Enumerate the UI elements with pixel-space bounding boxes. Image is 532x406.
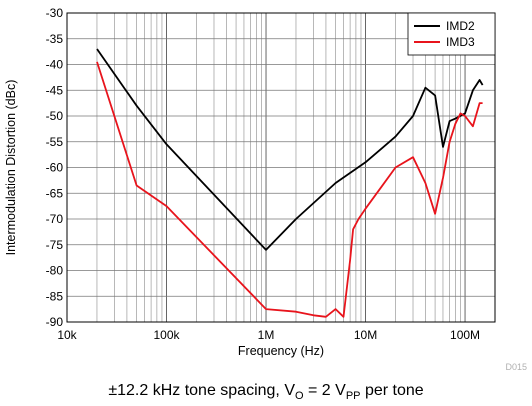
x-tick-label: 1M xyxy=(258,328,275,342)
series-layer xyxy=(96,48,484,318)
y-tick-label: -35 xyxy=(46,32,64,46)
series-line-imd3 xyxy=(96,61,483,318)
caption-prefix: ±12.2 kHz tone spacing, V xyxy=(108,382,295,399)
y-tick-label: -40 xyxy=(46,58,64,72)
y-tick-labels: -30 -35 -40 -45 -50 -55 -60 -65 -70 -75 -80 -85 -90 xyxy=(46,6,64,329)
figure-caption: ±12.2 kHz tone spacing, VO = 2 VPP per t… xyxy=(0,382,532,402)
y-tick-label: -30 xyxy=(46,6,64,20)
y-tick-label: -80 xyxy=(46,264,64,278)
x-tick-label: 10k xyxy=(57,328,77,342)
imd-chart: 10k 100k 1M 10M 100M -30 -35 -40 -45 -50 -55 -60 -6… xyxy=(4,6,527,372)
legend: IMD2 IMD3 xyxy=(407,12,496,56)
y-tick-label: -75 xyxy=(46,238,64,252)
y-tick-label: -45 xyxy=(46,83,64,97)
plot-frame xyxy=(66,12,496,323)
y-tick-label: -85 xyxy=(46,289,64,303)
y-tick-label: -90 xyxy=(46,315,64,329)
figure-id-label: D015 xyxy=(505,362,527,372)
x-tick-labels: 10k 100k 1M 10M 100M xyxy=(57,328,480,342)
legend-label: IMD3 xyxy=(446,35,475,49)
caption-suffix: per tone xyxy=(360,382,424,399)
x-tick-label: 100M xyxy=(450,328,480,342)
y-axis-title: Intermodulation Distortion (dBc) xyxy=(4,80,18,256)
y-tick-label: -60 xyxy=(46,161,64,175)
y-tick-label: -65 xyxy=(46,186,64,200)
caption-middle: = 2 V xyxy=(303,382,346,399)
y-tick-label: -50 xyxy=(46,109,64,123)
y-tick-label: -55 xyxy=(46,135,64,149)
x-axis-title: Frequency (Hz) xyxy=(238,344,324,358)
y-tick-label: -70 xyxy=(46,212,64,226)
series-line-imd2 xyxy=(96,48,484,251)
legend-label: IMD2 xyxy=(446,19,475,33)
caption-sub-o: O xyxy=(295,390,304,403)
caption-sub-pp: PP xyxy=(345,390,361,403)
legend-box xyxy=(407,12,496,56)
x-tick-label: 100k xyxy=(153,328,180,342)
x-tick-label: 10M xyxy=(354,328,377,342)
